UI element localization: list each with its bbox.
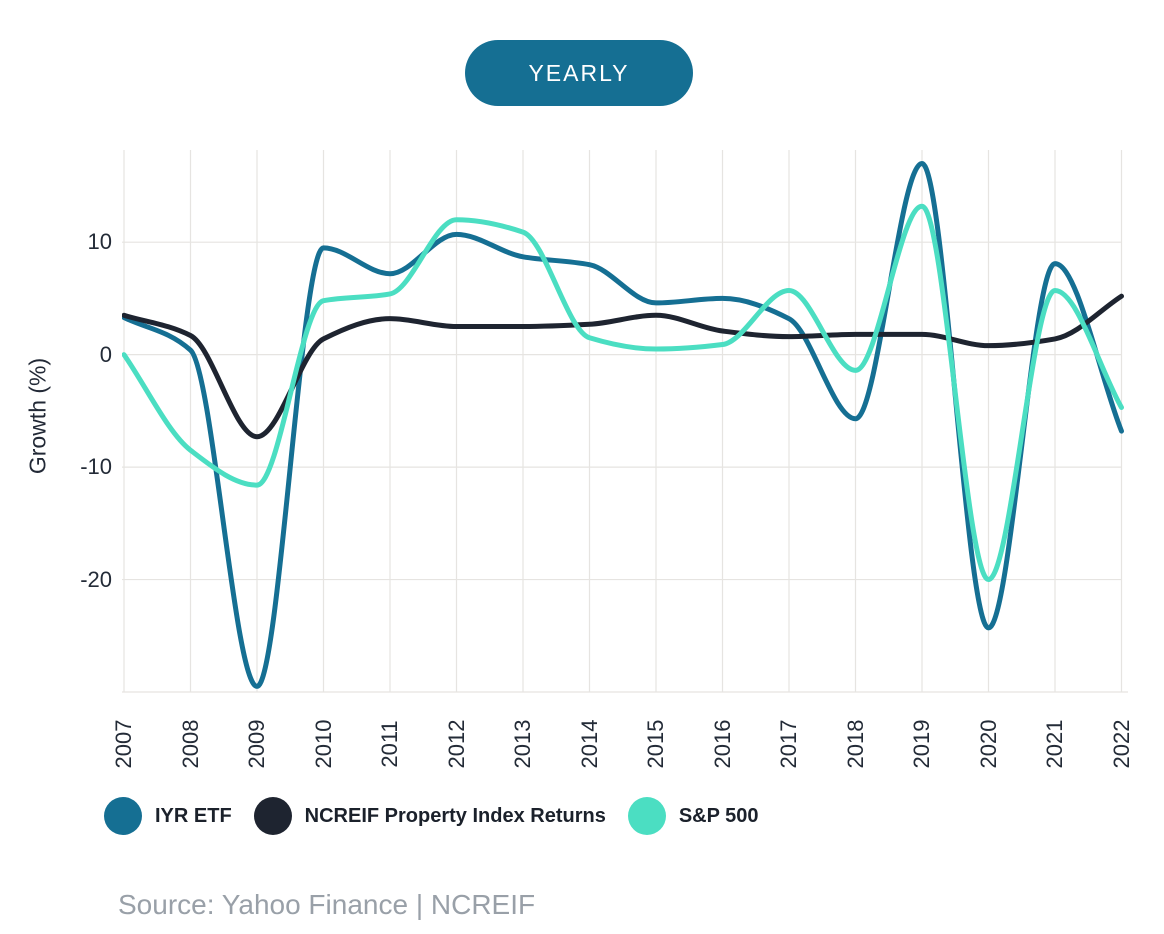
x-tick-label-text: 2020: [975, 719, 1001, 769]
x-tick-label-text: 2011: [377, 720, 402, 768]
x-tick-label-text: 2019: [909, 719, 934, 769]
x-tick-label-text: 2010: [310, 719, 336, 769]
source-caption: Source: Yahoo Finance | NCREIF: [118, 889, 536, 920]
x-tick-label-text: 2009: [244, 719, 269, 769]
legend-label: S&P 500: [678, 804, 759, 827]
x-tick-label-text: 2016: [709, 719, 735, 769]
legend-item-ncreif-property-index-returns[interactable]: NCREIF Property Index Returns: [253, 797, 606, 835]
x-tick-label-text: 2012: [443, 719, 469, 769]
x-tick-label-text: 2013: [510, 719, 535, 769]
x-tick-label-text: 2018: [842, 719, 868, 769]
legend-item-iyr-etf[interactable]: IYR ETF: [104, 797, 232, 835]
plot-area: [122, 150, 1130, 693]
x-tick-label-text: 2014: [576, 719, 602, 769]
x-tick-label-text: 2022: [1108, 719, 1134, 769]
x-tick-label-text: 2008: [177, 719, 203, 769]
series-line-ncreif-property-index-returns: [122, 293, 1124, 440]
y-tick-label: 0: [99, 341, 112, 367]
x-tick-label-text: 2021: [1042, 719, 1067, 769]
legend-label: NCREIF Property Index Returns: [304, 804, 606, 827]
legend-swatch-ncreif-property-index-returns: [253, 797, 292, 835]
legend-item-sp-500[interactable]: S&P 500: [627, 797, 759, 835]
series-line-iyr-etf: [122, 160, 1124, 689]
yearly-toggle-button[interactable]: YEARLY: [465, 40, 693, 106]
y-tick-label: -10: [80, 454, 112, 480]
legend-swatch-sp-500: [627, 797, 666, 835]
legend-label: IYR ETF: [155, 804, 232, 827]
legend: IYR ETF NCREIF Property Index Returns S&…: [104, 797, 759, 835]
series-line-sp-500: [122, 203, 1124, 583]
x-tick-label-text: 2007: [111, 719, 136, 769]
x-tick-label-text: 2017: [776, 719, 801, 769]
y-tick-label: 10: [87, 229, 112, 255]
x-tick-label-text: 2015: [643, 719, 668, 769]
legend-swatch-iyr-etf: [104, 797, 142, 835]
y-tick-label: -20: [80, 566, 112, 592]
plot-svg: [122, 150, 1128, 693]
